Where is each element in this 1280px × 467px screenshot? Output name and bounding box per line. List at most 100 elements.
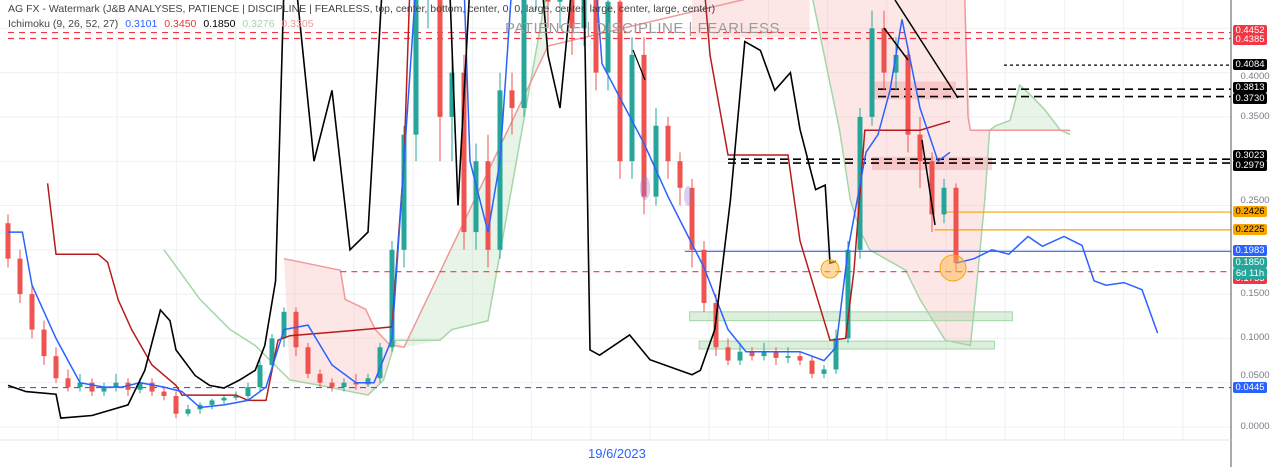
candle-bullish: [377, 347, 383, 379]
candle-bullish: [101, 387, 107, 392]
candle-bullish: [821, 369, 827, 374]
candle-bearish: [689, 187, 695, 250]
candle-bullish: [389, 249, 395, 348]
candle-bullish: [833, 338, 839, 370]
candle-bullish: [233, 395, 239, 398]
price-tick-label: 0.3500: [1240, 110, 1270, 122]
candle-bearish: [701, 249, 707, 303]
candle-bearish: [641, 54, 647, 197]
candle-bullish: [629, 54, 635, 162]
price-tick-label: 0.2500: [1240, 194, 1270, 206]
candle-bearish: [53, 356, 59, 379]
candle-bearish: [617, 1, 623, 162]
candle-bearish: [905, 54, 911, 135]
candle-bearish: [161, 391, 167, 396]
price-level-tag: 0.4084: [1233, 59, 1267, 71]
trendline: [894, 0, 959, 99]
cloud-bearish-fill: [692, 0, 810, 38]
candle-bearish: [149, 382, 155, 392]
ichimoku-value-chikou: 0.1850: [203, 18, 236, 30]
candle-bullish: [761, 351, 767, 357]
candle-bearish: [293, 311, 299, 348]
candle-bullish: [413, 0, 419, 135]
price-level-tag: 0.0445: [1233, 381, 1267, 393]
highlight-ellipse: [684, 186, 692, 206]
candle-bearish: [437, 0, 443, 117]
candle-bearish: [809, 360, 815, 374]
candle-bullish: [281, 311, 287, 339]
price-level-tag: 0.2979: [1233, 160, 1267, 172]
candle-bullish: [269, 338, 275, 365]
candle-bearish: [17, 258, 23, 295]
candle-bearish: [569, 0, 575, 29]
ichimoku-value-kijun: 0.3450: [164, 18, 197, 30]
price-tick-label: 0.1000: [1240, 332, 1270, 344]
candle-bearish: [41, 329, 47, 357]
candle-bullish: [365, 378, 371, 385]
cloud-bearish-fill: [284, 258, 404, 396]
candle-bearish: [665, 125, 671, 162]
price-level-tag: 0.3023: [1233, 150, 1267, 162]
ichimoku-legend[interactable]: Ichimoku (9, 26, 52, 27) 0.3101 0.3450 0…: [8, 18, 318, 30]
chikou-span-line: [7, 0, 837, 419]
candle-bearish: [593, 0, 599, 73]
candle-bearish: [929, 161, 935, 215]
support-zone-rect: [689, 311, 1013, 322]
candle-bullish: [185, 409, 191, 414]
candle-bearish: [353, 382, 359, 385]
candle-bullish: [401, 134, 407, 250]
candle-bullish: [209, 400, 215, 405]
projection-path-drawing: [955, 235, 1159, 334]
price-tick-label: 0.0500: [1240, 370, 1270, 382]
candle-bearish: [317, 373, 323, 383]
candle-bullish: [245, 387, 251, 396]
candle-bearish: [773, 351, 779, 358]
candle-bullish: [77, 382, 83, 388]
candle-bullish: [449, 72, 455, 117]
ichimoku-value-tenkan: 0.3101: [125, 18, 158, 30]
cloud-bullish-fill: [995, 85, 1070, 135]
price-tick-label: 0.4000: [1240, 70, 1270, 82]
candle-bearish: [677, 161, 683, 188]
price-tick-label: 0.1500: [1240, 288, 1270, 300]
candle-bearish: [881, 28, 887, 73]
resistance-zone-rect: [872, 81, 956, 100]
candle-bullish: [869, 28, 875, 117]
candle-bearish: [545, 0, 551, 2]
candle-bearish: [797, 356, 803, 361]
candle-bullish: [521, 0, 527, 109]
price-level-tag: 0.4385: [1233, 34, 1267, 46]
candle-bearish: [917, 134, 923, 162]
support-zone-rect: [698, 340, 995, 350]
candle-bullish: [941, 187, 947, 215]
ichimoku-label: Ichimoku (9, 26, 52, 27): [8, 18, 119, 30]
candle-bullish: [785, 356, 791, 358]
candle-bullish: [893, 54, 899, 73]
candle-bullish: [473, 161, 479, 233]
plot-area: [0, 0, 1231, 440]
kijun-sen-line: [46, 0, 951, 402]
highlight-circle: [820, 259, 840, 279]
price-level-tag: 0.3730: [1233, 92, 1267, 104]
candle-bullish: [257, 364, 263, 388]
candle-bearish: [173, 395, 179, 414]
ichimoku-value-span-a: 0.3276: [242, 18, 275, 30]
ichimoku-value-span-b: 0.3305: [281, 18, 314, 30]
candle-bearish: [485, 161, 491, 250]
candle-bearish: [89, 382, 95, 392]
watermark-indicator-legend[interactable]: AG FX - Watermark (J&B ANALYSES, PATIENC…: [8, 3, 716, 15]
price-level-tag: 0.2225: [1233, 223, 1267, 235]
trendline: [883, 27, 909, 61]
last-price-tag: 0.1850: [1233, 257, 1267, 268]
highlight-ellipse: [640, 176, 650, 200]
bar-countdown-tag: 6d 11h: [1233, 268, 1267, 279]
watermark-text: PATIENCE | DISCIPLINE | FEARLESS: [505, 20, 780, 37]
candle-bearish: [5, 223, 11, 259]
candle-bullish: [497, 90, 503, 250]
cloud-bullish-fill: [404, 0, 548, 348]
candle-bullish: [341, 382, 347, 388]
tenkan-sen-line: [8, 0, 951, 409]
highlight-circle: [939, 254, 967, 282]
trendline: [921, 139, 936, 226]
